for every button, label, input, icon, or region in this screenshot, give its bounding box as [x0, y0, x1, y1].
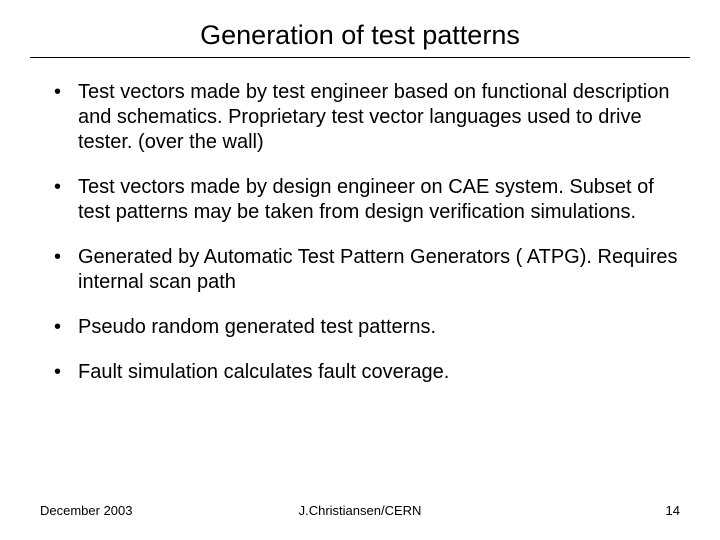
footer-date: December 2003 [40, 503, 133, 518]
bullet-item: Fault simulation calculates fault covera… [50, 360, 680, 385]
slide-footer: December 2003 J.Christiansen/CERN 14 [40, 503, 680, 518]
bullet-item: Test vectors made by test engineer based… [50, 80, 680, 155]
footer-page-number: 14 [666, 503, 680, 518]
footer-author: J.Christiansen/CERN [299, 503, 422, 518]
bullet-item: Test vectors made by design engineer on … [50, 175, 680, 225]
bullet-item: Generated by Automatic Test Pattern Gene… [50, 245, 680, 295]
bullet-list: Test vectors made by test engineer based… [40, 80, 680, 385]
bullet-item: Pseudo random generated test patterns. [50, 315, 680, 340]
slide-title: Generation of test patterns [30, 20, 690, 58]
